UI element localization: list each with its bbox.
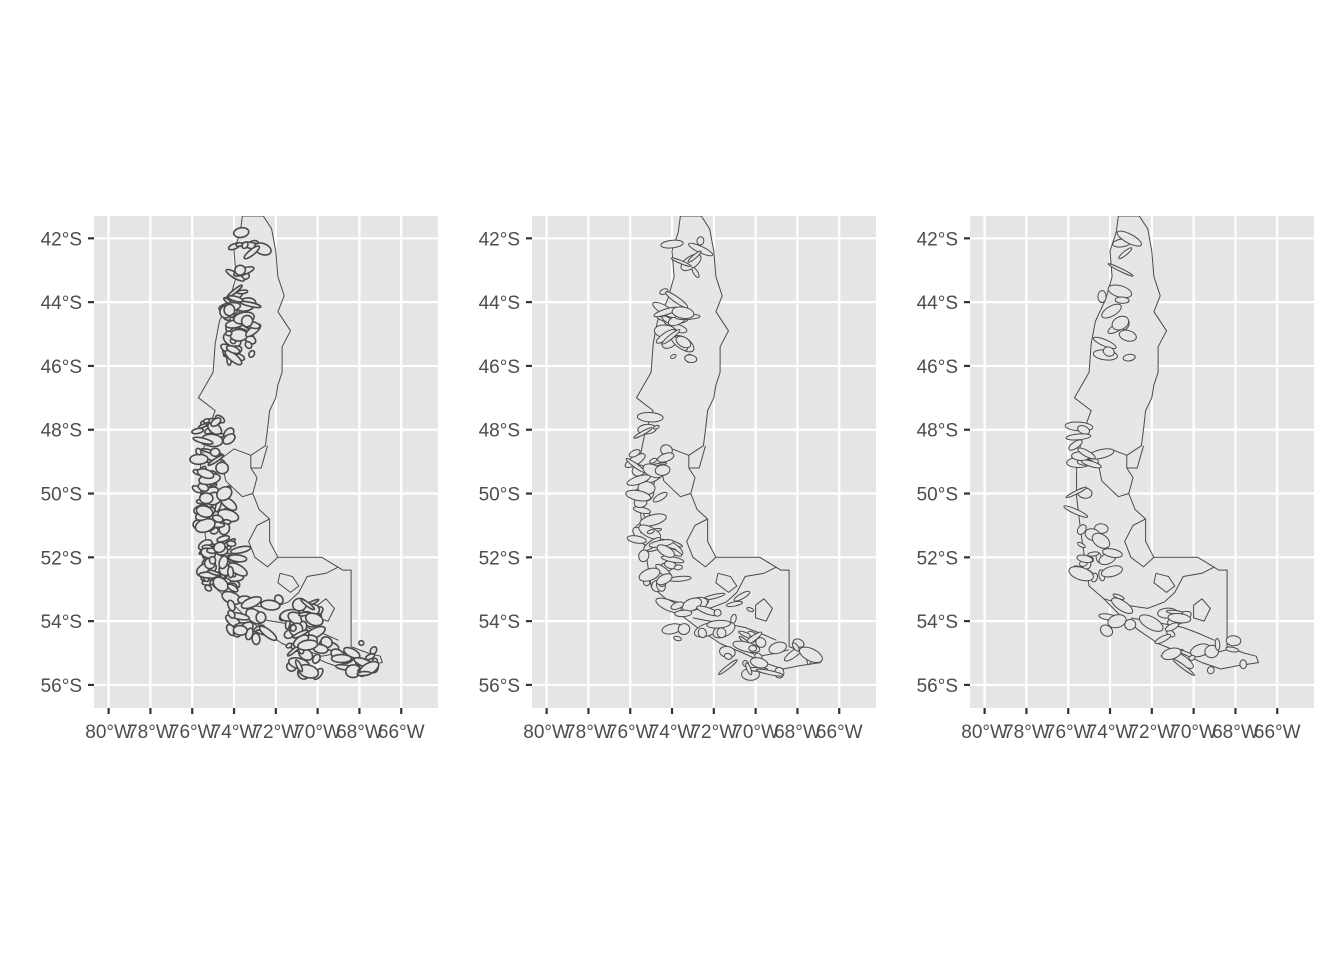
island-outline [227, 540, 236, 546]
y-tick-label: 52°S [479, 548, 520, 569]
x-tick-label: 74°W [649, 722, 696, 743]
y-tick-label: 46°S [917, 357, 958, 378]
y-tick-label: 52°S [41, 548, 82, 569]
island-outline [224, 304, 235, 316]
y-axis: 42°S 44°S 46°S 48°S 50°S 52°S 54°S 56°S [479, 229, 532, 697]
island-outline [210, 448, 219, 456]
island-outline [1215, 638, 1220, 650]
island-outline [1239, 659, 1246, 668]
island-outline [209, 556, 216, 564]
x-tick-label: 70°W [732, 722, 779, 743]
x-axis: 80°W78°W76°W74°W72°W70°W68°W66°W [85, 708, 424, 743]
x-tick-label: 70°W [1170, 722, 1217, 743]
x-axis: 80°W78°W76°W74°W72°W70°W68°W66°W [523, 708, 862, 743]
y-tick-label: 44°S [917, 293, 958, 314]
y-axis: 42°S 44°S 46°S 48°S 50°S 52°S 54°S 56°S [41, 229, 94, 697]
y-tick-label: 44°S [41, 293, 82, 314]
y-tick-label: 42°S [479, 229, 520, 250]
y-tick-label: 52°S [917, 548, 958, 569]
y-tick-label: 54°S [41, 612, 82, 633]
y-tick-label: 46°S [41, 357, 82, 378]
island-outline [223, 519, 231, 524]
x-tick-label: 78°W [127, 722, 174, 743]
y-tick-label: 56°S [917, 676, 958, 697]
x-tick-label: 76°W [169, 722, 216, 743]
island-outline [332, 655, 352, 663]
map-panel-1: 42°S44°S46°S48°S50°S52°S54°S56°S80°W78°W… [41, 216, 438, 743]
island-outline [230, 329, 247, 341]
y-tick-label: 42°S [917, 229, 958, 250]
x-tick-label: 80°W [85, 722, 132, 743]
island-outline [1226, 635, 1241, 646]
x-tick-label: 70°W [294, 722, 341, 743]
island-outline [256, 612, 266, 623]
y-tick-label: 44°S [479, 293, 520, 314]
island-outline [1098, 291, 1106, 303]
island-outline [358, 640, 364, 646]
y-tick-label: 54°S [479, 612, 520, 633]
x-tick-label: 76°W [607, 722, 654, 743]
x-tick-label: 76°W [1045, 722, 1092, 743]
x-tick-label: 72°W [1128, 722, 1175, 743]
x-tick-label: 80°W [961, 722, 1008, 743]
island-outline [227, 566, 233, 577]
x-axis: 80°W78°W76°W74°W72°W70°W68°W66°W [961, 708, 1300, 743]
y-tick-label: 50°S [41, 485, 82, 506]
island-outline [233, 625, 247, 635]
y-tick-label: 42°S [41, 229, 82, 250]
island-outline [674, 565, 683, 570]
y-tick-label: 48°S [917, 421, 958, 442]
x-tick-label: 80°W [523, 722, 570, 743]
island-outline [749, 645, 757, 651]
y-tick-label: 48°S [41, 421, 82, 442]
y-tick-label: 48°S [479, 421, 520, 442]
y-tick-label: 50°S [479, 485, 520, 506]
island-outline [1115, 297, 1129, 304]
x-tick-label: 68°W [336, 722, 383, 743]
x-tick-label: 72°W [252, 722, 299, 743]
x-tick-label: 68°W [1212, 722, 1259, 743]
island-outline [714, 609, 722, 617]
x-tick-label: 78°W [1003, 722, 1050, 743]
x-tick-label: 66°W [816, 722, 863, 743]
island-outline [203, 418, 210, 424]
x-tick-label: 74°W [211, 722, 258, 743]
map-panel-3: 42°S44°S46°S48°S50°S52°S54°S56°S80°W78°W… [917, 216, 1314, 743]
y-tick-label: 46°S [479, 357, 520, 378]
y-axis: 42°S 44°S 46°S 48°S 50°S 52°S 54°S 56°S [917, 229, 970, 697]
island-outline [226, 331, 232, 336]
island-outline [357, 671, 371, 676]
island-outline [236, 242, 243, 246]
x-tick-label: 78°W [565, 722, 612, 743]
y-tick-label: 56°S [41, 676, 82, 697]
x-tick-label: 66°W [378, 722, 425, 743]
y-tick-label: 56°S [479, 676, 520, 697]
y-tick-label: 54°S [917, 612, 958, 633]
map-panel-2: 42°S44°S46°S48°S50°S52°S54°S56°S80°W78°W… [479, 216, 876, 743]
y-tick-label: 50°S [917, 485, 958, 506]
x-tick-label: 66°W [1254, 722, 1301, 743]
island-outline [200, 493, 213, 504]
x-tick-label: 72°W [690, 722, 737, 743]
x-tick-label: 68°W [774, 722, 821, 743]
x-tick-label: 74°W [1087, 722, 1134, 743]
